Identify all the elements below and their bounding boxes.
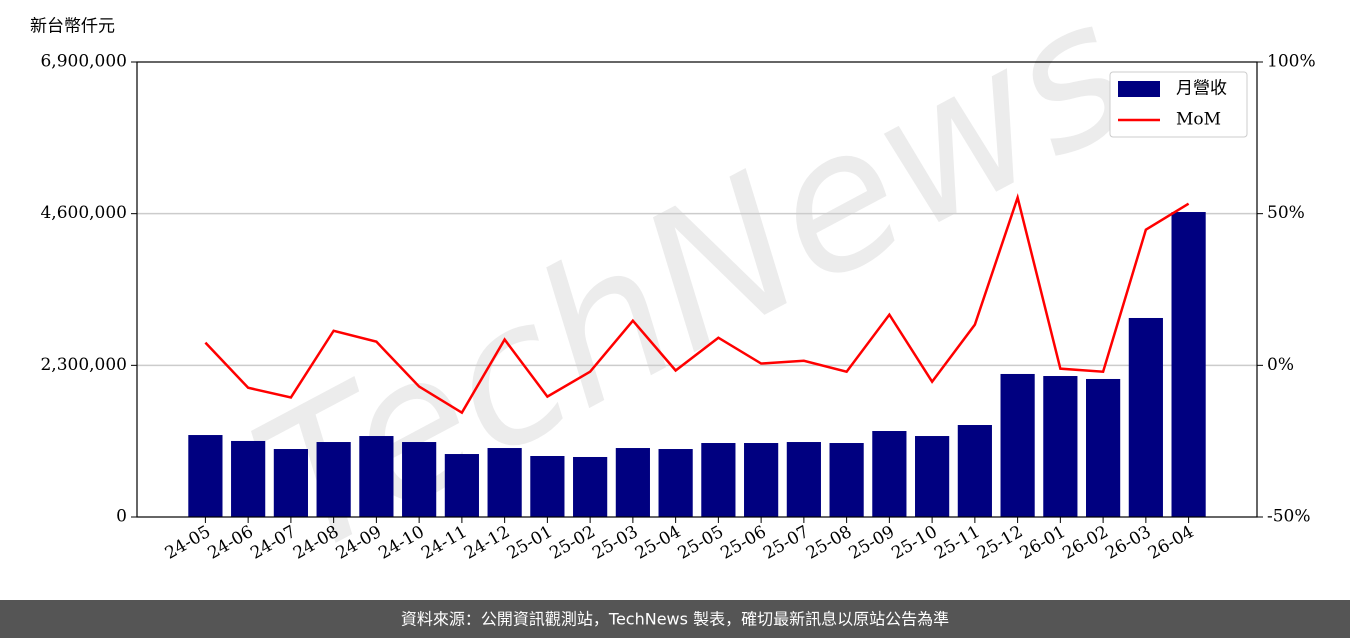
bar [359,436,394,517]
bar [1043,376,1078,517]
x-tick-label: 25-06 [717,522,769,564]
bar [530,456,565,517]
bar [786,442,821,517]
x-tick-label: 25-04 [632,522,684,564]
bar [1000,373,1035,517]
x-tick-label: 25-03 [589,522,641,564]
bar [1086,378,1121,517]
y2-tick-label: -50% [1267,507,1311,527]
x-tick-label: 24-05 [162,522,214,564]
bar [188,435,223,517]
bar [231,440,266,517]
x-tick-label: 25-11 [931,522,983,564]
y-tick-label: 6,900,000 [40,52,127,72]
bar [658,449,693,517]
y-tick-label: 0 [116,507,127,527]
bar [915,436,950,517]
bar [1128,317,1163,517]
footer: 資料來源：公開資訊觀測站，TechNews 製表，確切最新訊息以原站公告為準 [401,610,949,629]
mom-line [204,193,1190,415]
bar [316,442,351,517]
legend-label: 月營收 [1176,79,1227,99]
y-axis-label: 新台幣仟元 [30,17,115,37]
bar [402,442,437,517]
x-tick-label: 24-07 [247,522,299,564]
bar [872,431,907,517]
x-tick-label: 25-05 [675,522,727,564]
y2-tick-label: 50% [1267,203,1305,223]
bar [573,456,608,517]
bar [444,454,479,517]
legend-label: MoM [1176,110,1221,130]
bar [701,443,736,517]
bar [744,443,779,517]
y-tick-label: 2,300,000 [40,355,127,375]
bar [273,449,308,517]
legend-swatch [1118,81,1160,97]
bar [615,448,650,517]
bar [957,425,992,517]
x-tick-label: 25-09 [846,522,898,564]
y-tick-label: 4,600,000 [40,203,127,223]
x-tick-label: 26-02 [1059,522,1111,564]
bar [1171,212,1206,517]
legend: 月營收 MoM [1109,71,1248,138]
x-tick-label: 25-10 [888,522,940,564]
x-tick-label: 25-12 [974,522,1026,564]
x-tick-label: 24-12 [461,522,513,564]
x-tick-label: 25-02 [546,522,598,564]
bar [829,443,864,517]
footer-band [0,600,1350,638]
y2-tick-label: 100% [1267,52,1316,72]
bar [487,448,522,517]
x-tick-label: 25-07 [760,522,812,564]
x-tick-label: 26-03 [1102,522,1154,564]
plot-frame [136,61,1258,518]
y2-tick-label: 0% [1267,355,1294,375]
x-tick-label: 24-06 [204,522,256,564]
x-tick-label: 25-08 [803,522,855,564]
x-tick-label: 26-01 [1017,522,1069,564]
x-tick-label: 26-04 [1145,522,1197,564]
x-tick-label: 25-01 [504,522,556,564]
